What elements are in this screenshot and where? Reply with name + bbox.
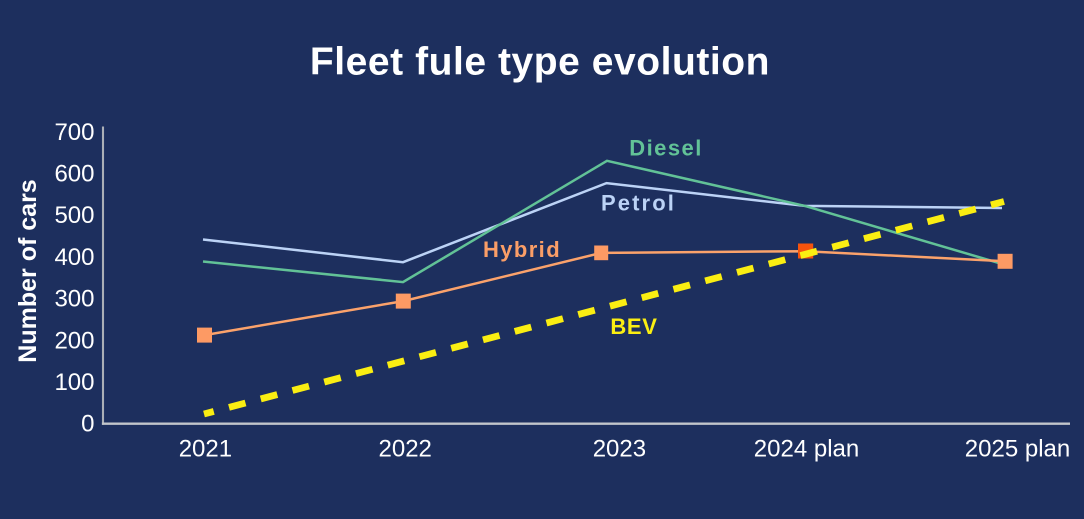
svg-text:300: 300 — [54, 286, 94, 313]
svg-text:0: 0 — [81, 411, 94, 438]
svg-text:100: 100 — [54, 369, 94, 396]
svg-text:Diesel: Diesel — [629, 136, 703, 161]
svg-text:Hybrid: Hybrid — [483, 237, 561, 262]
svg-text:400: 400 — [54, 244, 94, 271]
svg-text:2022: 2022 — [379, 436, 432, 463]
svg-text:2024 plan: 2024 plan — [754, 436, 859, 463]
svg-text:2021: 2021 — [179, 436, 232, 463]
svg-text:200: 200 — [54, 327, 94, 354]
svg-text:600: 600 — [54, 161, 94, 188]
svg-text:2023: 2023 — [593, 436, 646, 463]
svg-text:2025 plan: 2025 plan — [965, 436, 1070, 463]
svg-text:500: 500 — [54, 202, 94, 229]
svg-text:Number of cars: Number of cars — [14, 179, 42, 362]
svg-text:Petrol: Petrol — [601, 191, 676, 216]
svg-text:Fleet fule type evolution: Fleet fule type evolution — [310, 40, 770, 83]
svg-text:BEV: BEV — [610, 314, 657, 339]
svg-text:700: 700 — [54, 119, 94, 146]
